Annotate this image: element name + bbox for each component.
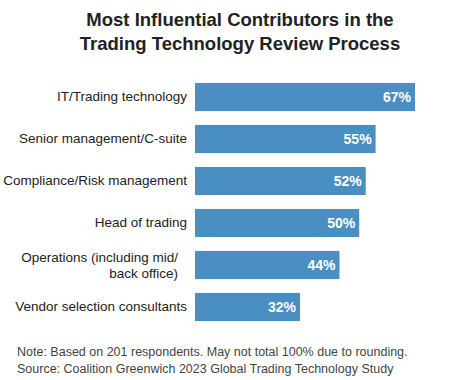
chart-svg: Most Influential Contributors in the Trad… <box>0 0 473 380</box>
category-label: Head of trading <box>95 215 187 230</box>
title-line: Trading Technology Review Process <box>80 33 400 54</box>
category-label: Vendor selection consultants <box>15 299 187 314</box>
category-axis: IT/Trading technology Senior management/C… <box>3 89 187 314</box>
category-label: Operations (including mid/back office) <box>21 250 178 281</box>
note: Note: Based on 201 respondents. May not … <box>17 345 408 359</box>
source: Source: Coalition Greenwich 2023 Global … <box>17 362 394 376</box>
chart-container: Most Influential Contributors in the Trad… <box>0 0 473 380</box>
data-label: 52% <box>334 173 363 189</box>
bar <box>195 251 339 279</box>
category-label-line: back office) <box>109 266 178 281</box>
bars <box>195 83 415 321</box>
bar <box>195 125 376 153</box>
data-labels: 67% 55% 52% 50% 44% 32% <box>268 89 411 315</box>
bar <box>195 167 366 195</box>
category-label: Compliance/Risk management <box>3 173 187 188</box>
bar <box>195 293 300 321</box>
tick: Vendor selection consultants <box>15 299 187 314</box>
data-label: 44% <box>307 257 336 273</box>
data-label: 32% <box>268 299 297 315</box>
tick: Head of trading <box>95 215 187 230</box>
tick: Operations (including mid/back office) <box>21 250 187 281</box>
chart-title: Most Influential Contributors in the Trad… <box>80 9 400 54</box>
data-label: 50% <box>327 215 356 231</box>
bar <box>195 83 415 111</box>
tick: Compliance/Risk management <box>3 173 187 188</box>
tick: Senior management/C-suite <box>19 131 187 146</box>
bar <box>195 209 359 237</box>
data-label: 67% <box>383 89 412 105</box>
category-label-line: Operations (including mid/ <box>21 250 178 265</box>
data-label: 55% <box>344 131 373 147</box>
category-label: Senior management/C-suite <box>19 131 187 146</box>
tick: IT/Trading technology <box>57 89 187 104</box>
title-line: Most Influential Contributors in the <box>86 9 393 30</box>
category-label: IT/Trading technology <box>57 89 187 104</box>
